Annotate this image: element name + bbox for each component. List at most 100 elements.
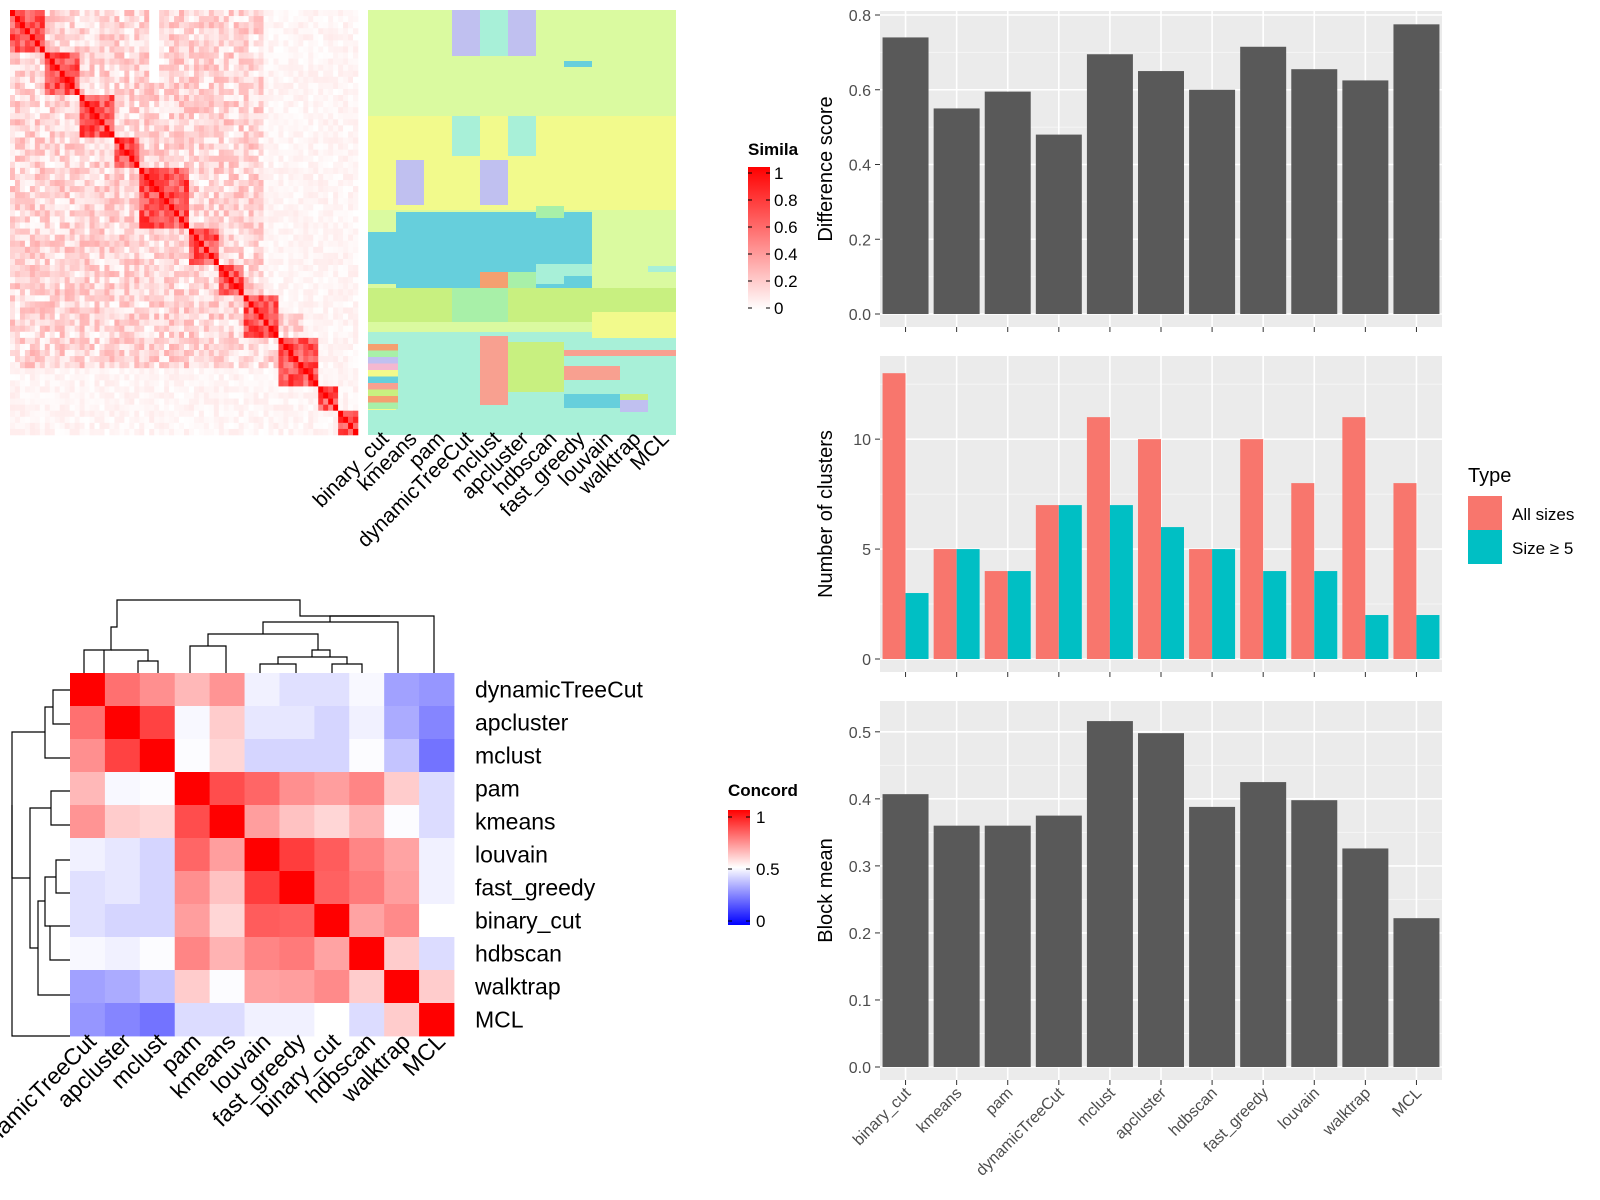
similarity-cell <box>238 82 244 90</box>
similarity-cell <box>253 228 259 235</box>
similarity-cell <box>114 58 120 65</box>
similarity-cell <box>263 380 269 387</box>
similarity-cell <box>218 350 225 357</box>
similarity-cell <box>298 137 304 144</box>
similarity-cell <box>208 143 215 150</box>
similarity-cell <box>69 113 75 120</box>
similarity-cell <box>39 161 46 169</box>
similarity-cell <box>29 143 36 150</box>
similarity-cell <box>258 34 264 41</box>
similarity-cell <box>174 380 180 387</box>
similarity-cell <box>104 34 110 41</box>
similarity-cell <box>208 368 215 375</box>
similarity-cell <box>198 216 205 223</box>
similarity-cell <box>139 137 145 144</box>
similarity-cell <box>258 374 264 381</box>
similarity-cell <box>14 283 21 290</box>
similarity-cell <box>348 222 354 229</box>
similarity-cell <box>139 149 145 157</box>
similarity-cell <box>89 216 95 223</box>
similarity-cell <box>263 34 269 41</box>
similarity-cell <box>10 428 16 436</box>
similarity-cell <box>218 70 225 78</box>
similarity-cell <box>353 428 359 436</box>
similarity-cell <box>218 107 225 114</box>
similarity-cell <box>14 58 21 65</box>
similarity-cell <box>313 222 319 229</box>
similarity-cell <box>149 398 155 405</box>
similarity-cell <box>174 82 180 90</box>
similarity-cell <box>84 368 90 375</box>
similarity-cell <box>69 204 75 211</box>
similarity-cell <box>14 204 21 211</box>
similarity-cell <box>308 392 314 399</box>
similarity-cell <box>348 404 354 412</box>
similarity-cell <box>328 350 334 357</box>
similarity-cell <box>273 216 279 223</box>
similarity-cell <box>278 368 284 375</box>
similarity-cell <box>109 240 115 248</box>
similarity-cell <box>54 252 61 260</box>
similarity-cell <box>99 386 105 393</box>
similarity-cell <box>49 70 56 78</box>
similarity-cell <box>328 271 334 278</box>
similarity-cell <box>188 180 195 187</box>
similarity-cell <box>278 10 284 17</box>
similarity-cell <box>99 246 105 254</box>
similarity-legend-label: 0.4 <box>774 245 798 264</box>
similarity-cell <box>19 180 26 187</box>
similarity-cell <box>253 240 259 248</box>
similarity-cell <box>308 325 314 333</box>
similarity-cell <box>318 337 324 345</box>
similarity-cell <box>69 398 75 405</box>
similarity-cell <box>203 356 210 363</box>
similarity-cell <box>303 319 309 327</box>
similarity-cell <box>283 356 289 363</box>
similarity-cell <box>298 252 304 260</box>
similarity-cell <box>208 113 215 120</box>
similarity-cell <box>154 258 160 266</box>
similarity-cell <box>119 40 125 47</box>
similarity-cell <box>193 95 200 102</box>
similarity-cell <box>184 380 190 387</box>
similarity-cell <box>188 404 195 412</box>
similarity-cell <box>10 180 16 187</box>
similarity-cell <box>49 58 56 65</box>
similarity-cell <box>328 319 334 327</box>
similarity-cell <box>238 137 244 144</box>
similarity-cell <box>188 222 195 229</box>
similarity-cell <box>129 422 135 430</box>
similarity-cell <box>94 34 100 41</box>
similarity-cell <box>79 46 85 53</box>
similarity-cell <box>159 228 165 235</box>
similarity-cell <box>99 101 105 108</box>
similarity-cell <box>149 319 155 327</box>
similarity-cell <box>288 149 294 157</box>
similarity-cell <box>74 149 80 157</box>
similarity-cell <box>39 204 46 211</box>
similarity-cell <box>268 113 274 120</box>
similarity-cell <box>109 350 115 357</box>
similarity-cell <box>184 34 190 41</box>
similarity-cell <box>139 119 145 126</box>
similarity-cell <box>308 404 314 412</box>
similarity-cell <box>348 119 354 126</box>
similarity-cell <box>124 125 130 132</box>
similarity-cell <box>164 216 170 223</box>
similarity-cell <box>159 416 165 424</box>
similarity-cell <box>268 380 274 387</box>
similarity-cell <box>139 167 145 175</box>
similarity-cell <box>159 331 165 339</box>
similarity-cell <box>59 368 65 375</box>
similarity-cell <box>278 40 284 47</box>
similarity-cell <box>213 82 220 90</box>
similarity-cell <box>49 222 56 229</box>
similarity-cell <box>179 64 185 72</box>
similarity-cell <box>353 234 359 242</box>
similarity-cell <box>228 70 235 78</box>
membership-strip <box>368 389 398 396</box>
similarity-cell <box>313 398 319 405</box>
similarity-cell <box>129 119 135 126</box>
similarity-cell <box>238 149 244 157</box>
similarity-cell <box>188 161 195 169</box>
